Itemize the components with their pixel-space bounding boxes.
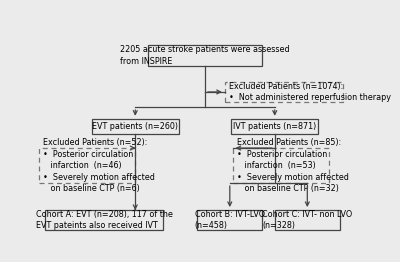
Bar [39, 148, 135, 183]
Text: 2205 acute stroke patients were assessed
from INSPIRE: 2205 acute stroke patients were assessed… [120, 45, 290, 66]
Bar [225, 82, 343, 102]
Text: Excluded Patients (n=1074):
•  Not administered reperfusion therapy: Excluded Patients (n=1074): • Not admini… [229, 82, 391, 102]
Text: Cohort C: IVT- non LVO
(n=328): Cohort C: IVT- non LVO (n=328) [262, 210, 352, 230]
Text: Excluded Patients (n=52):
•  Posterior circulation
   infarction  (n=46)
•  Seve: Excluded Patients (n=52): • Posterior ci… [43, 138, 155, 193]
Bar [148, 45, 262, 66]
Text: Cohort A: EVT (n=208), 117 of the
EVT pateints also received IVT: Cohort A: EVT (n=208), 117 of the EVT pa… [36, 210, 173, 230]
Bar [45, 210, 163, 230]
Bar [231, 119, 318, 134]
Text: Excluded Patients (n=85):
•  Posterior circulation
   infarction  (n=53)
•  Seve: Excluded Patients (n=85): • Posterior ci… [237, 138, 348, 193]
Bar [197, 210, 262, 230]
Bar [233, 148, 329, 183]
Text: IVT patients (n=871): IVT patients (n=871) [233, 122, 316, 131]
Text: Cohort B: IVT-LVO
(n=458): Cohort B: IVT-LVO (n=458) [195, 210, 265, 230]
Text: EVT patients (n=260): EVT patients (n=260) [92, 122, 178, 131]
Bar [275, 210, 340, 230]
Bar [92, 119, 179, 134]
